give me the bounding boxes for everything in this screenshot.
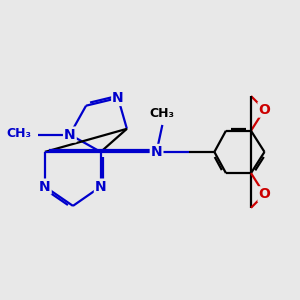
Text: CH₃: CH₃ xyxy=(150,107,175,120)
Text: N: N xyxy=(112,91,124,105)
Text: N: N xyxy=(64,128,76,142)
Text: N: N xyxy=(95,180,106,194)
Text: O: O xyxy=(259,187,270,201)
Text: O: O xyxy=(259,103,270,116)
Text: N: N xyxy=(151,145,162,159)
Text: N: N xyxy=(39,180,51,194)
Text: CH₃: CH₃ xyxy=(6,127,31,140)
